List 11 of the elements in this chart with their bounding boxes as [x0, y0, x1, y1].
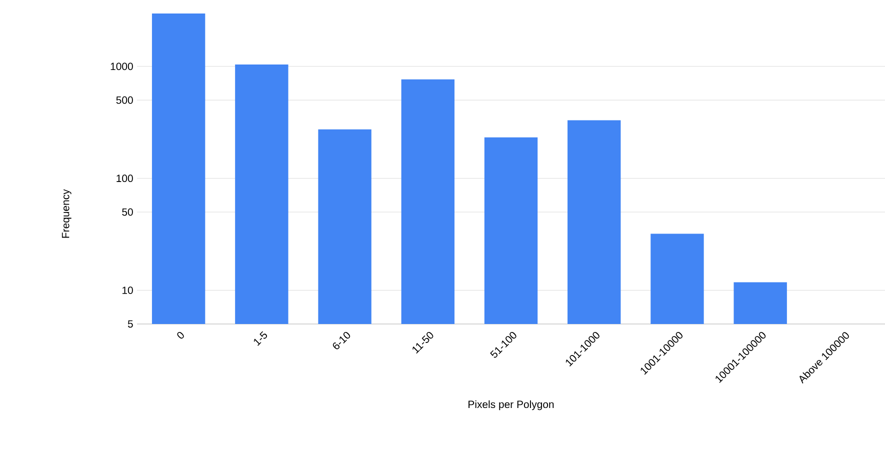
- y-tick-label: 500: [116, 96, 133, 104]
- y-tick-label: 5: [128, 320, 133, 328]
- x-tick-label: 0: [177, 332, 184, 339]
- x-axis-title: Pixels per Polygon: [468, 400, 554, 410]
- x-tick-label: 6-10: [332, 332, 350, 350]
- y-tick-label: 1000: [110, 62, 133, 70]
- y-tick-label: 10: [122, 286, 133, 294]
- y-tick-label: 100: [116, 174, 133, 182]
- y-tick-label: 50: [122, 208, 133, 216]
- x-tick-label: 1-5: [254, 331, 267, 346]
- y-axis-title: Frequency: [62, 189, 72, 238]
